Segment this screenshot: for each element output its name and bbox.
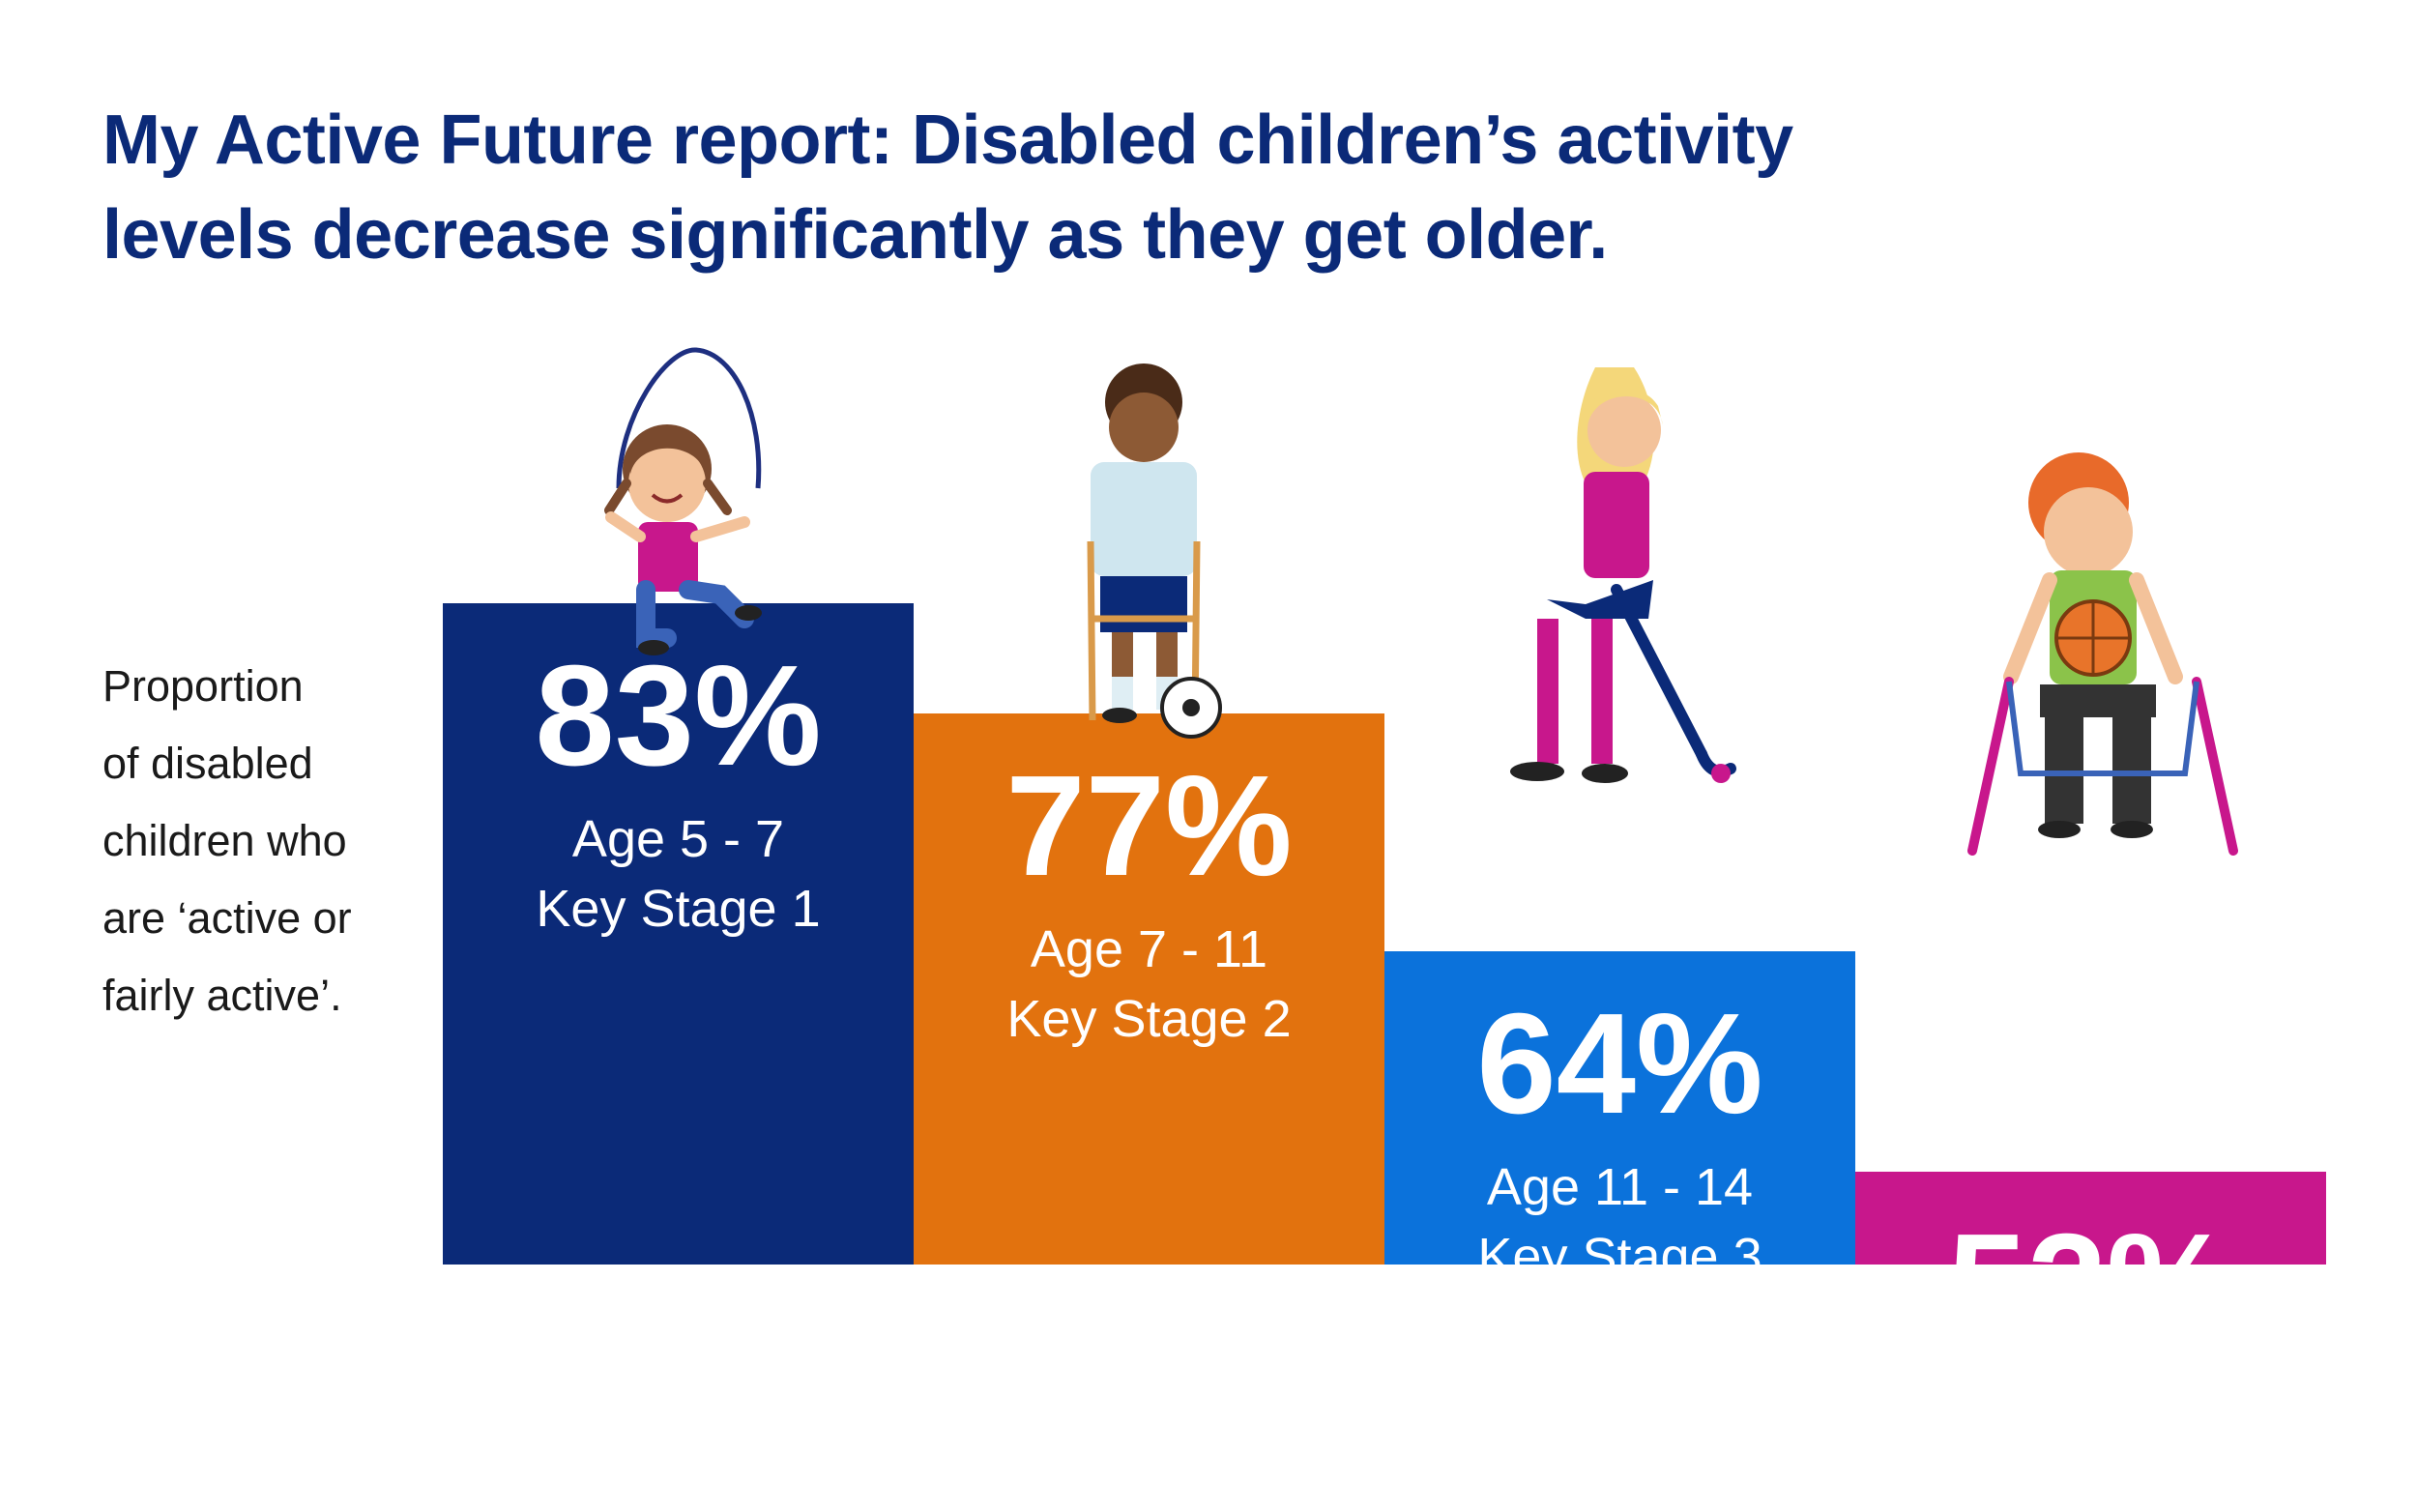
bar-key-stage-2: 77% Age 7 - 11 Key Stage 2 xyxy=(914,712,1384,1265)
title-line-1: My Active Future report: Disabled childr… xyxy=(102,102,1793,179)
girl-playing-hockey-icon xyxy=(1510,367,1736,783)
bar-age-label: Age 14 - 16 xyxy=(1955,1378,2227,1437)
bar-category-label: Age 7 - 11 Key Stage 2 xyxy=(914,915,1384,1054)
side-label-line: are ‘active or xyxy=(102,893,352,943)
bar-key-stage-3: 64% Age 11 - 14 Key Stage 3 xyxy=(1384,951,1855,1286)
illustrations xyxy=(604,347,2238,856)
side-label-line: Proportion xyxy=(102,661,304,711)
girl-skipping-rope-icon xyxy=(604,347,762,655)
bar-stage-label: Key Stage 2 xyxy=(1006,989,1292,1048)
bar-stage-label: Key Stage 4 xyxy=(1948,1447,2233,1506)
side-label-line: children who xyxy=(102,816,347,865)
boy-with-walker-and-football-icon xyxy=(1087,363,1222,739)
boy-in-wheelchair-with-basketball-icon xyxy=(1967,452,2238,856)
bar-age-label: Age 5 - 7 xyxy=(571,810,785,869)
side-label-line: fairly active’. xyxy=(102,971,342,1020)
title-line-2: levels decrease significantly as they ge… xyxy=(102,196,1608,274)
page-title: My Active Future report: Disabled childr… xyxy=(102,93,2278,282)
bar-value-label: 83% xyxy=(535,636,822,797)
side-label-line: of disabled xyxy=(102,739,313,788)
y-axis-description: Proportion of disabled children who are … xyxy=(102,648,412,1034)
bar-age-label: Age 7 - 11 xyxy=(1030,919,1268,978)
bar-stage-label: Key Stage 1 xyxy=(536,880,821,939)
bar-value-label: 64% xyxy=(1476,984,1763,1145)
bar-key-stage-1: 83% Age 5 - 7 Key Stage 1 xyxy=(443,603,914,1265)
bar-age-label: Age 11 - 14 xyxy=(1486,1158,1754,1217)
bar-category-label: Age 5 - 7 Key Stage 1 xyxy=(443,804,914,944)
bar-value-label: 77% xyxy=(1005,745,1293,906)
bar-category-label: Age 14 - 16 Key Stage 4 xyxy=(1855,1373,2326,1512)
